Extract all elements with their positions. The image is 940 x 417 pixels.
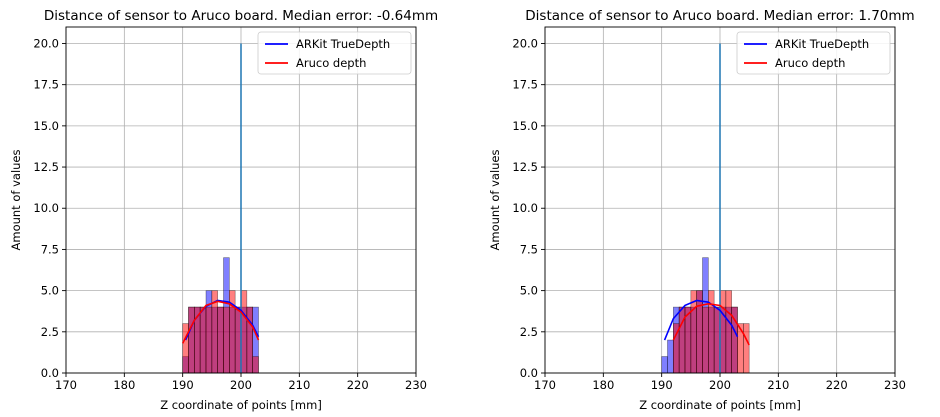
y-tick-label: 7.5 <box>41 242 59 256</box>
y-tick-label: 20.0 <box>33 36 59 50</box>
y-tick-label: 2.5 <box>41 325 59 339</box>
aruco-histogram-bar <box>234 306 242 374</box>
aruco-histogram-bar <box>719 290 727 374</box>
y-tick-label: 2.5 <box>520 325 538 339</box>
aruco-histogram-bar <box>252 356 259 374</box>
x-axis-label: Z coordinate of points [mm] <box>160 398 322 412</box>
y-tick-label: 17.5 <box>512 78 538 92</box>
aruco-fit-curve <box>672 302 750 346</box>
aruco-histogram-bar <box>223 306 230 374</box>
x-tick-label: 170 <box>55 378 77 392</box>
y-tick-label: 0.0 <box>41 366 59 380</box>
aruco-histogram-bar <box>240 290 248 374</box>
chart-panel-2: 170 180 190 200 210 220 230 0.0 2.5 5.0 7.5 10.0 12.… <box>488 8 915 412</box>
chart-title: Distance of sensor to Aruco board. Media… <box>44 8 438 24</box>
x-tick-label: 200 <box>230 378 252 392</box>
y-tick-label: 12.5 <box>512 160 538 174</box>
x-tick-label: 230 <box>405 378 427 392</box>
aruco-histogram-bar <box>205 306 213 374</box>
y-tick-label: 12.5 <box>33 160 59 174</box>
aruco-histogram-bar <box>725 290 732 374</box>
x-axis-label: Z coordinate of points [mm] <box>639 398 801 412</box>
y-tick-label: 5.0 <box>41 284 59 298</box>
y-axis-label: Amount of values <box>488 150 502 251</box>
x-tick-label: 190 <box>651 378 673 392</box>
x-tick-label: 220 <box>826 378 848 392</box>
x-tick-label: 210 <box>288 378 310 392</box>
aruco-histogram-bar <box>696 290 703 374</box>
x-tick-label: 200 <box>709 378 731 392</box>
arkit-histogram-bar <box>667 339 674 374</box>
aruco-histogram-bar <box>743 323 750 374</box>
x-tick-label: 230 <box>884 378 906 392</box>
aruco-histogram-bar <box>217 306 224 374</box>
x-tick-label: 170 <box>534 378 556 392</box>
aruco-histogram-bar <box>246 306 253 374</box>
legend-label: ARKit TrueDepth <box>296 37 390 51</box>
x-tick-label: 220 <box>347 378 369 392</box>
aruco-histogram-bar <box>702 306 709 374</box>
legend-label: ARKit TrueDepth <box>775 37 869 51</box>
aruco-histogram-bar <box>182 323 189 374</box>
legend-label: Aruco depth <box>296 56 366 70</box>
arkit-histogram-bar <box>661 356 668 374</box>
legend: ARKit TrueDepth Aruco depth <box>736 31 891 75</box>
legend-box <box>736 31 891 75</box>
y-tick-label: 7.5 <box>520 242 538 256</box>
y-tick-label: 20.0 <box>512 36 538 50</box>
y-tick-label: 10.0 <box>33 201 59 215</box>
legend: ARKit TrueDepth Aruco depth <box>257 31 412 75</box>
aruco-fit-curve <box>181 300 260 344</box>
x-tick-label: 180 <box>592 378 614 392</box>
y-axis-label: Amount of values <box>9 150 23 251</box>
y-tick-label: 15.0 <box>512 119 538 133</box>
arkit-fit-curve <box>663 299 739 341</box>
legend-label: Aruco depth <box>775 56 845 70</box>
aruco-histogram-bar <box>199 306 207 374</box>
aruco-histogram-bar <box>188 306 195 374</box>
y-tick-label: 5.0 <box>520 284 538 298</box>
y-tick-label: 10.0 <box>512 201 538 215</box>
chart-panel-1: 170 180 190 200 210 220 230 0.0 2.5 5.0 7.5 10.0 12.… <box>9 8 438 412</box>
y-tick-label: 0.0 <box>520 366 538 380</box>
x-tick-label: 180 <box>113 378 135 392</box>
chart-title: Distance of sensor to Aruco board. Media… <box>525 8 914 24</box>
legend-box <box>257 31 412 75</box>
aruco-histogram-bar <box>713 306 721 374</box>
x-tick-label: 210 <box>767 378 789 392</box>
y-tick-label: 17.5 <box>33 78 59 92</box>
x-tick-label: 190 <box>172 378 194 392</box>
y-tick-label: 15.0 <box>33 119 59 133</box>
